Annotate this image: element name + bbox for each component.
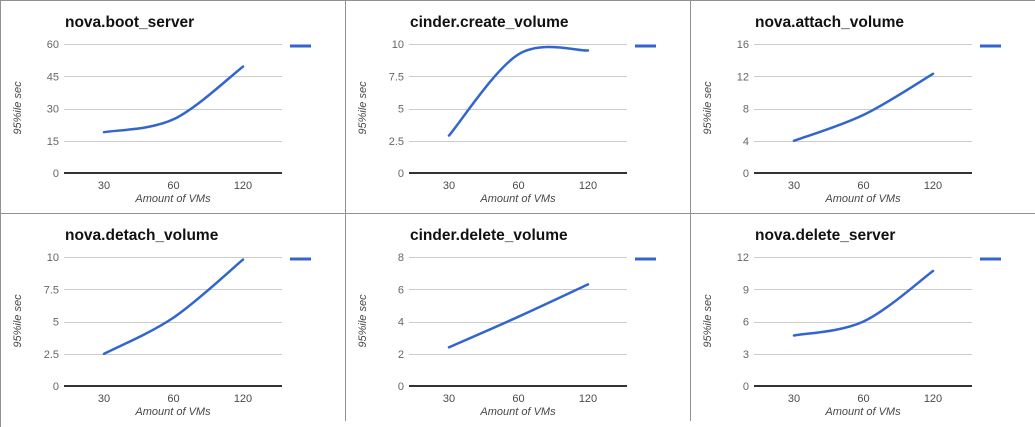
x-tick-label: 30 xyxy=(98,180,110,192)
x-tick-label: 60 xyxy=(857,180,869,192)
chart-grid-row-2: 0 2.5 5 7.5 10 30 60 120 nova.detach_volume Amoun… xyxy=(1,214,1035,421)
y-tick-label: 2.5 xyxy=(389,136,404,148)
x-tick-label: 30 xyxy=(98,393,110,405)
x-tick-label: 30 xyxy=(788,180,800,192)
y-tick-label: 5 xyxy=(53,317,59,329)
chart-cell-cinder-delete-volume: 0 2 4 6 8 30 60 120 cinder.delete_volume Amount o… xyxy=(346,214,691,421)
y-tick-label: 6 xyxy=(743,317,749,329)
chart-nova-detach-volume: 0 2.5 5 7.5 10 30 60 120 nova.detach_volume Amoun… xyxy=(12,227,311,418)
x-axis-title: Amount of VMs xyxy=(134,406,211,418)
chart-nova-attach-volume: 0 4 8 12 16 30 60 120 nova.attach_volume Amount o… xyxy=(702,14,1001,205)
y-tick-label: 5 xyxy=(398,104,404,116)
series-line xyxy=(792,72,935,143)
y-axis-title: 95%ile sec xyxy=(702,81,714,135)
x-axis-title: Amount of VMs xyxy=(479,406,556,418)
y-tick-label: 0 xyxy=(53,381,59,393)
y-tick-label: 12 xyxy=(737,252,749,264)
chart-cinder-create-volume: 0 2.5 5 7.5 10 30 60 120 cinder.create_volume Amo… xyxy=(357,14,656,205)
x-axis-title: Amount of VMs xyxy=(824,193,901,205)
y-axis-title: 95%ile sec xyxy=(357,294,369,348)
y-tick-label: 16 xyxy=(737,39,749,51)
y-tick-label: 0 xyxy=(743,168,749,180)
x-tick-label: 60 xyxy=(512,393,524,405)
chart-title: cinder.create_volume xyxy=(410,14,569,31)
chart-nova-delete-server: 0 3 6 9 12 30 60 120 nova.delete_server Amount of… xyxy=(702,227,1001,418)
y-tick-label: 15 xyxy=(47,136,59,148)
y-tick-label: 10 xyxy=(392,39,404,51)
y-axis-title: 95%ile sec xyxy=(12,294,24,348)
y-tick-label: 3 xyxy=(743,349,749,361)
legend-series-dash xyxy=(980,257,1001,261)
legend-series-dash xyxy=(635,257,656,261)
y-tick-label: 7.5 xyxy=(389,71,404,83)
chart-cell-nova-boot-server: 0 15 30 45 60 30 60 120 nova.boot_server Amount o… xyxy=(1,1,346,213)
y-tick-label: 6 xyxy=(398,284,404,296)
x-tick-label: 120 xyxy=(579,393,597,405)
y-axis-title: 95%ile sec xyxy=(357,81,369,135)
y-tick-label: 45 xyxy=(47,71,59,83)
y-tick-label: 2 xyxy=(398,349,404,361)
chart-cell-nova-attach-volume: 0 4 8 12 16 30 60 120 nova.attach_volume Amount o… xyxy=(691,1,1035,213)
series-line xyxy=(102,258,245,356)
chart-cell-cinder-create-volume: 0 2.5 5 7.5 10 30 60 120 cinder.create_volume Amo… xyxy=(346,1,691,213)
y-tick-label: 0 xyxy=(743,381,749,393)
chart-cell-nova-detach-volume: 0 2.5 5 7.5 10 30 60 120 nova.detach_volume Amoun… xyxy=(1,214,346,421)
x-axis-title: Amount of VMs xyxy=(824,406,901,418)
chart-title: nova.boot_server xyxy=(65,14,194,31)
x-tick-label: 60 xyxy=(857,393,869,405)
series-line xyxy=(447,45,590,137)
legend-series-dash xyxy=(290,257,311,261)
legend-series-dash xyxy=(635,44,656,48)
y-tick-label: 8 xyxy=(743,104,749,116)
y-tick-label: 2.5 xyxy=(44,349,59,361)
chart-title: nova.delete_server xyxy=(755,227,895,244)
x-tick-label: 30 xyxy=(788,393,800,405)
chart-nova-boot-server: 0 15 30 45 60 30 60 120 nova.boot_server Amount o… xyxy=(12,14,311,205)
x-tick-label: 60 xyxy=(167,393,179,405)
x-tick-label: 60 xyxy=(512,180,524,192)
y-tick-label: 7.5 xyxy=(44,284,59,296)
x-tick-label: 60 xyxy=(167,180,179,192)
chart-title: nova.attach_volume xyxy=(755,14,904,31)
x-axis-title: Amount of VMs xyxy=(134,193,211,205)
legend-series-dash xyxy=(980,44,1001,48)
chart-title: cinder.delete_volume xyxy=(410,227,568,244)
x-tick-label: 30 xyxy=(443,180,455,192)
chart-cell-nova-delete-server: 0 3 6 9 12 30 60 120 nova.delete_server Amount of… xyxy=(691,214,1035,421)
x-tick-label: 30 xyxy=(443,393,455,405)
y-tick-label: 9 xyxy=(743,284,749,296)
x-tick-label: 120 xyxy=(579,180,597,192)
x-tick-label: 120 xyxy=(924,180,942,192)
y-tick-label: 0 xyxy=(53,168,59,180)
chart-cinder-delete-volume: 0 2 4 6 8 30 60 120 cinder.delete_volume Amount o… xyxy=(357,227,656,418)
series-line xyxy=(447,283,590,349)
chart-title: nova.detach_volume xyxy=(65,227,219,244)
y-tick-label: 4 xyxy=(398,317,404,329)
series-line xyxy=(792,269,935,337)
x-tick-label: 120 xyxy=(234,393,252,405)
y-tick-label: 8 xyxy=(398,252,404,264)
y-tick-label: 0 xyxy=(398,381,404,393)
y-axis-title: 95%ile sec xyxy=(702,294,714,348)
chart-grid-row-1: 0 15 30 45 60 30 60 120 nova.boot_server Amount o… xyxy=(1,1,1035,214)
y-tick-label: 30 xyxy=(47,104,59,116)
legend-series-dash xyxy=(290,44,311,48)
y-tick-label: 12 xyxy=(737,71,749,83)
x-axis-title: Amount of VMs xyxy=(479,193,556,205)
y-tick-label: 4 xyxy=(743,136,749,148)
x-tick-label: 120 xyxy=(924,393,942,405)
y-tick-label: 10 xyxy=(47,252,59,264)
y-tick-label: 0 xyxy=(398,168,404,180)
x-tick-label: 120 xyxy=(234,180,252,192)
series-line xyxy=(102,65,245,134)
y-axis-title: 95%ile sec xyxy=(12,81,24,135)
y-tick-label: 60 xyxy=(47,39,59,51)
